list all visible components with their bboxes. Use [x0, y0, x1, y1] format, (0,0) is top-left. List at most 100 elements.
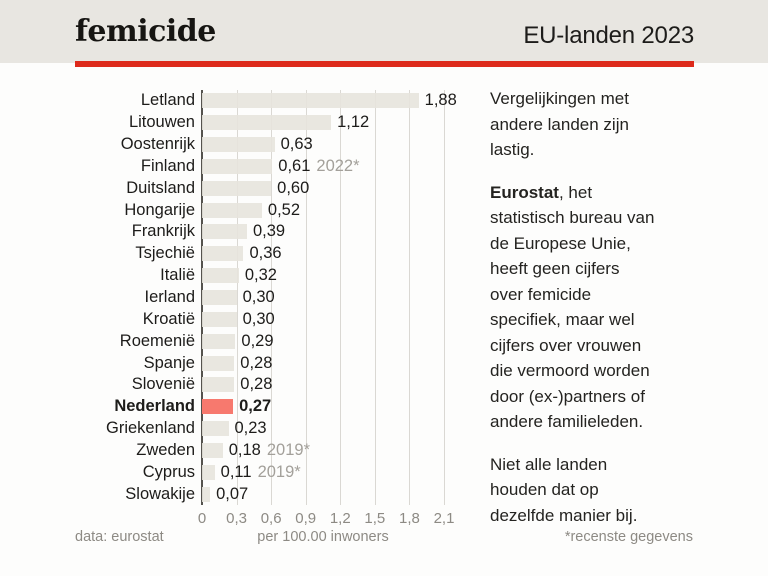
- x-axis-label: per 100.00 inwoners: [257, 529, 389, 545]
- country-label: Finland: [140, 156, 195, 175]
- bar: [202, 442, 223, 458]
- commentary-paragraph-1: Vergelijkingen met andere landen zijn la…: [490, 89, 629, 159]
- gridline: [305, 90, 307, 505]
- bar: [202, 158, 273, 174]
- country-label: Litouwen: [128, 113, 195, 132]
- bar-row: Griekenland 0,23: [75, 418, 475, 440]
- gridline: [236, 90, 238, 505]
- value-label: 0,60: [277, 178, 310, 197]
- bar-row: Hongarije 0,52: [75, 199, 475, 221]
- value-label: 0,29: [241, 331, 274, 350]
- bar-row: Slovenië 0,28: [75, 374, 475, 396]
- bar: [202, 202, 262, 218]
- bar: [202, 268, 239, 284]
- value-label: 1,88: [424, 91, 457, 110]
- commentary-panel: Vergelijkingen met andere landen zijn la…: [490, 86, 698, 545]
- commentary-paragraph-2: Eurostat, het statistisch bureau van de …: [490, 180, 698, 435]
- bar: [202, 421, 229, 437]
- country-label: Roemenië: [119, 331, 195, 350]
- country-label: Zweden: [136, 440, 195, 459]
- x-tick-label: 2,1: [433, 510, 455, 527]
- value-label: 0,11: [220, 462, 252, 481]
- bar-chart: Letland 1,88 Litouwen 1,12 Oostenrijk 0,63 Fin…: [75, 90, 475, 540]
- country-label: Griekenland: [106, 419, 195, 438]
- bar-row: Italië 0,32: [75, 265, 475, 287]
- bar-highlighted: [202, 399, 234, 415]
- bar-row: Duitsland 0,60: [75, 177, 475, 199]
- country-label: Spanje: [143, 353, 195, 372]
- bar-row: Oostenrijk 0,63: [75, 134, 475, 156]
- bar: [202, 224, 247, 240]
- data-source-label: data: eurostat: [75, 529, 164, 545]
- bar: [202, 377, 235, 393]
- footnote-label: *recenste gegevens: [564, 529, 693, 545]
- bar-row: Ierland 0,30: [75, 287, 475, 309]
- x-tick-label: 0,9: [295, 510, 317, 527]
- year-note-label: 2022*: [316, 156, 360, 175]
- value-label: 0,28: [240, 375, 273, 394]
- bar: [202, 246, 244, 262]
- bar-row: Zweden 0,18 2019*: [75, 440, 475, 462]
- x-tick-label: 1,2: [329, 510, 351, 527]
- year-note-label: 2019*: [266, 440, 310, 459]
- bar: [202, 93, 419, 109]
- edition-label: EU-landen 2023: [523, 22, 694, 49]
- gridline: [374, 90, 376, 505]
- gridline: [340, 90, 342, 505]
- country-label: Duitsland: [126, 178, 195, 197]
- bar-row: Kroatië 0,30: [75, 308, 475, 330]
- value-label: 0,28: [240, 353, 273, 372]
- country-label: Ierland: [144, 288, 195, 307]
- value-label: 0,36: [249, 244, 282, 263]
- bar-row: Finland 0,61 2022*: [75, 156, 475, 178]
- gridline: [444, 90, 445, 505]
- bar-row: Litouwen 1,12: [75, 112, 475, 134]
- commentary-paragraph-2-rest: , het statistisch bureau van de Europese…: [490, 182, 655, 432]
- bar-row: Spanje 0,28: [75, 352, 475, 374]
- value-label: 0,30: [242, 288, 275, 307]
- country-label: Frankrijk: [131, 222, 195, 241]
- value-label: 0,27: [239, 397, 272, 416]
- bar: [202, 180, 272, 196]
- header-band: femicide EU-landen 2023: [0, 0, 768, 63]
- x-tick-label: 1,5: [364, 510, 386, 527]
- bar-row: Cyprus 0,11 2019*: [75, 461, 475, 483]
- country-label: Slovenië: [131, 375, 195, 394]
- x-tick-label: 1,8: [398, 510, 420, 527]
- bar-rows: Letland 1,88 Litouwen 1,12 Oostenrijk 0,63 Fin…: [75, 90, 475, 505]
- bar-row: Tsjechië 0,36: [75, 243, 475, 265]
- value-label: 1,12: [337, 113, 370, 132]
- country-label: Kroatië: [142, 309, 195, 328]
- value-label: 0,30: [242, 309, 275, 328]
- value-label: 0,52: [267, 200, 301, 219]
- x-tick-label: 0,3: [226, 510, 247, 527]
- year-note-label: 2019*: [257, 462, 301, 481]
- bar: [202, 311, 237, 327]
- value-label: 0,23: [234, 419, 267, 438]
- red-divider: [75, 61, 694, 67]
- x-tick-label: 0,6: [260, 510, 282, 527]
- bar: [202, 137, 275, 153]
- bar-row: Roemenië 0,29: [75, 330, 475, 352]
- value-label: 0,61: [278, 156, 311, 175]
- x-tick-label: 0: [197, 510, 207, 527]
- country-label: Italië: [160, 266, 195, 285]
- country-label: Hongarije: [124, 200, 195, 219]
- country-label: Oostenrijk: [120, 135, 195, 154]
- country-label: Tsjechië: [135, 244, 195, 263]
- page-title: femicide: [75, 14, 216, 49]
- value-label: 0,39: [252, 222, 286, 241]
- value-label: 0,63: [280, 135, 313, 154]
- country-label: Letland: [140, 91, 195, 110]
- bar-row: Nederland 0,27: [75, 396, 475, 418]
- country-label: Nederland: [114, 397, 195, 416]
- country-label: Cyprus: [142, 462, 195, 481]
- bar: [202, 486, 211, 502]
- gridline: [271, 90, 273, 505]
- value-label: 0,18: [228, 440, 261, 459]
- value-label: 0,07: [216, 484, 249, 503]
- bar: [202, 290, 237, 306]
- commentary-paragraph-3: Niet alle landen houden dat op dezelfde …: [490, 454, 638, 525]
- bar-row: Letland 1,88: [75, 90, 475, 112]
- bar: [202, 333, 236, 349]
